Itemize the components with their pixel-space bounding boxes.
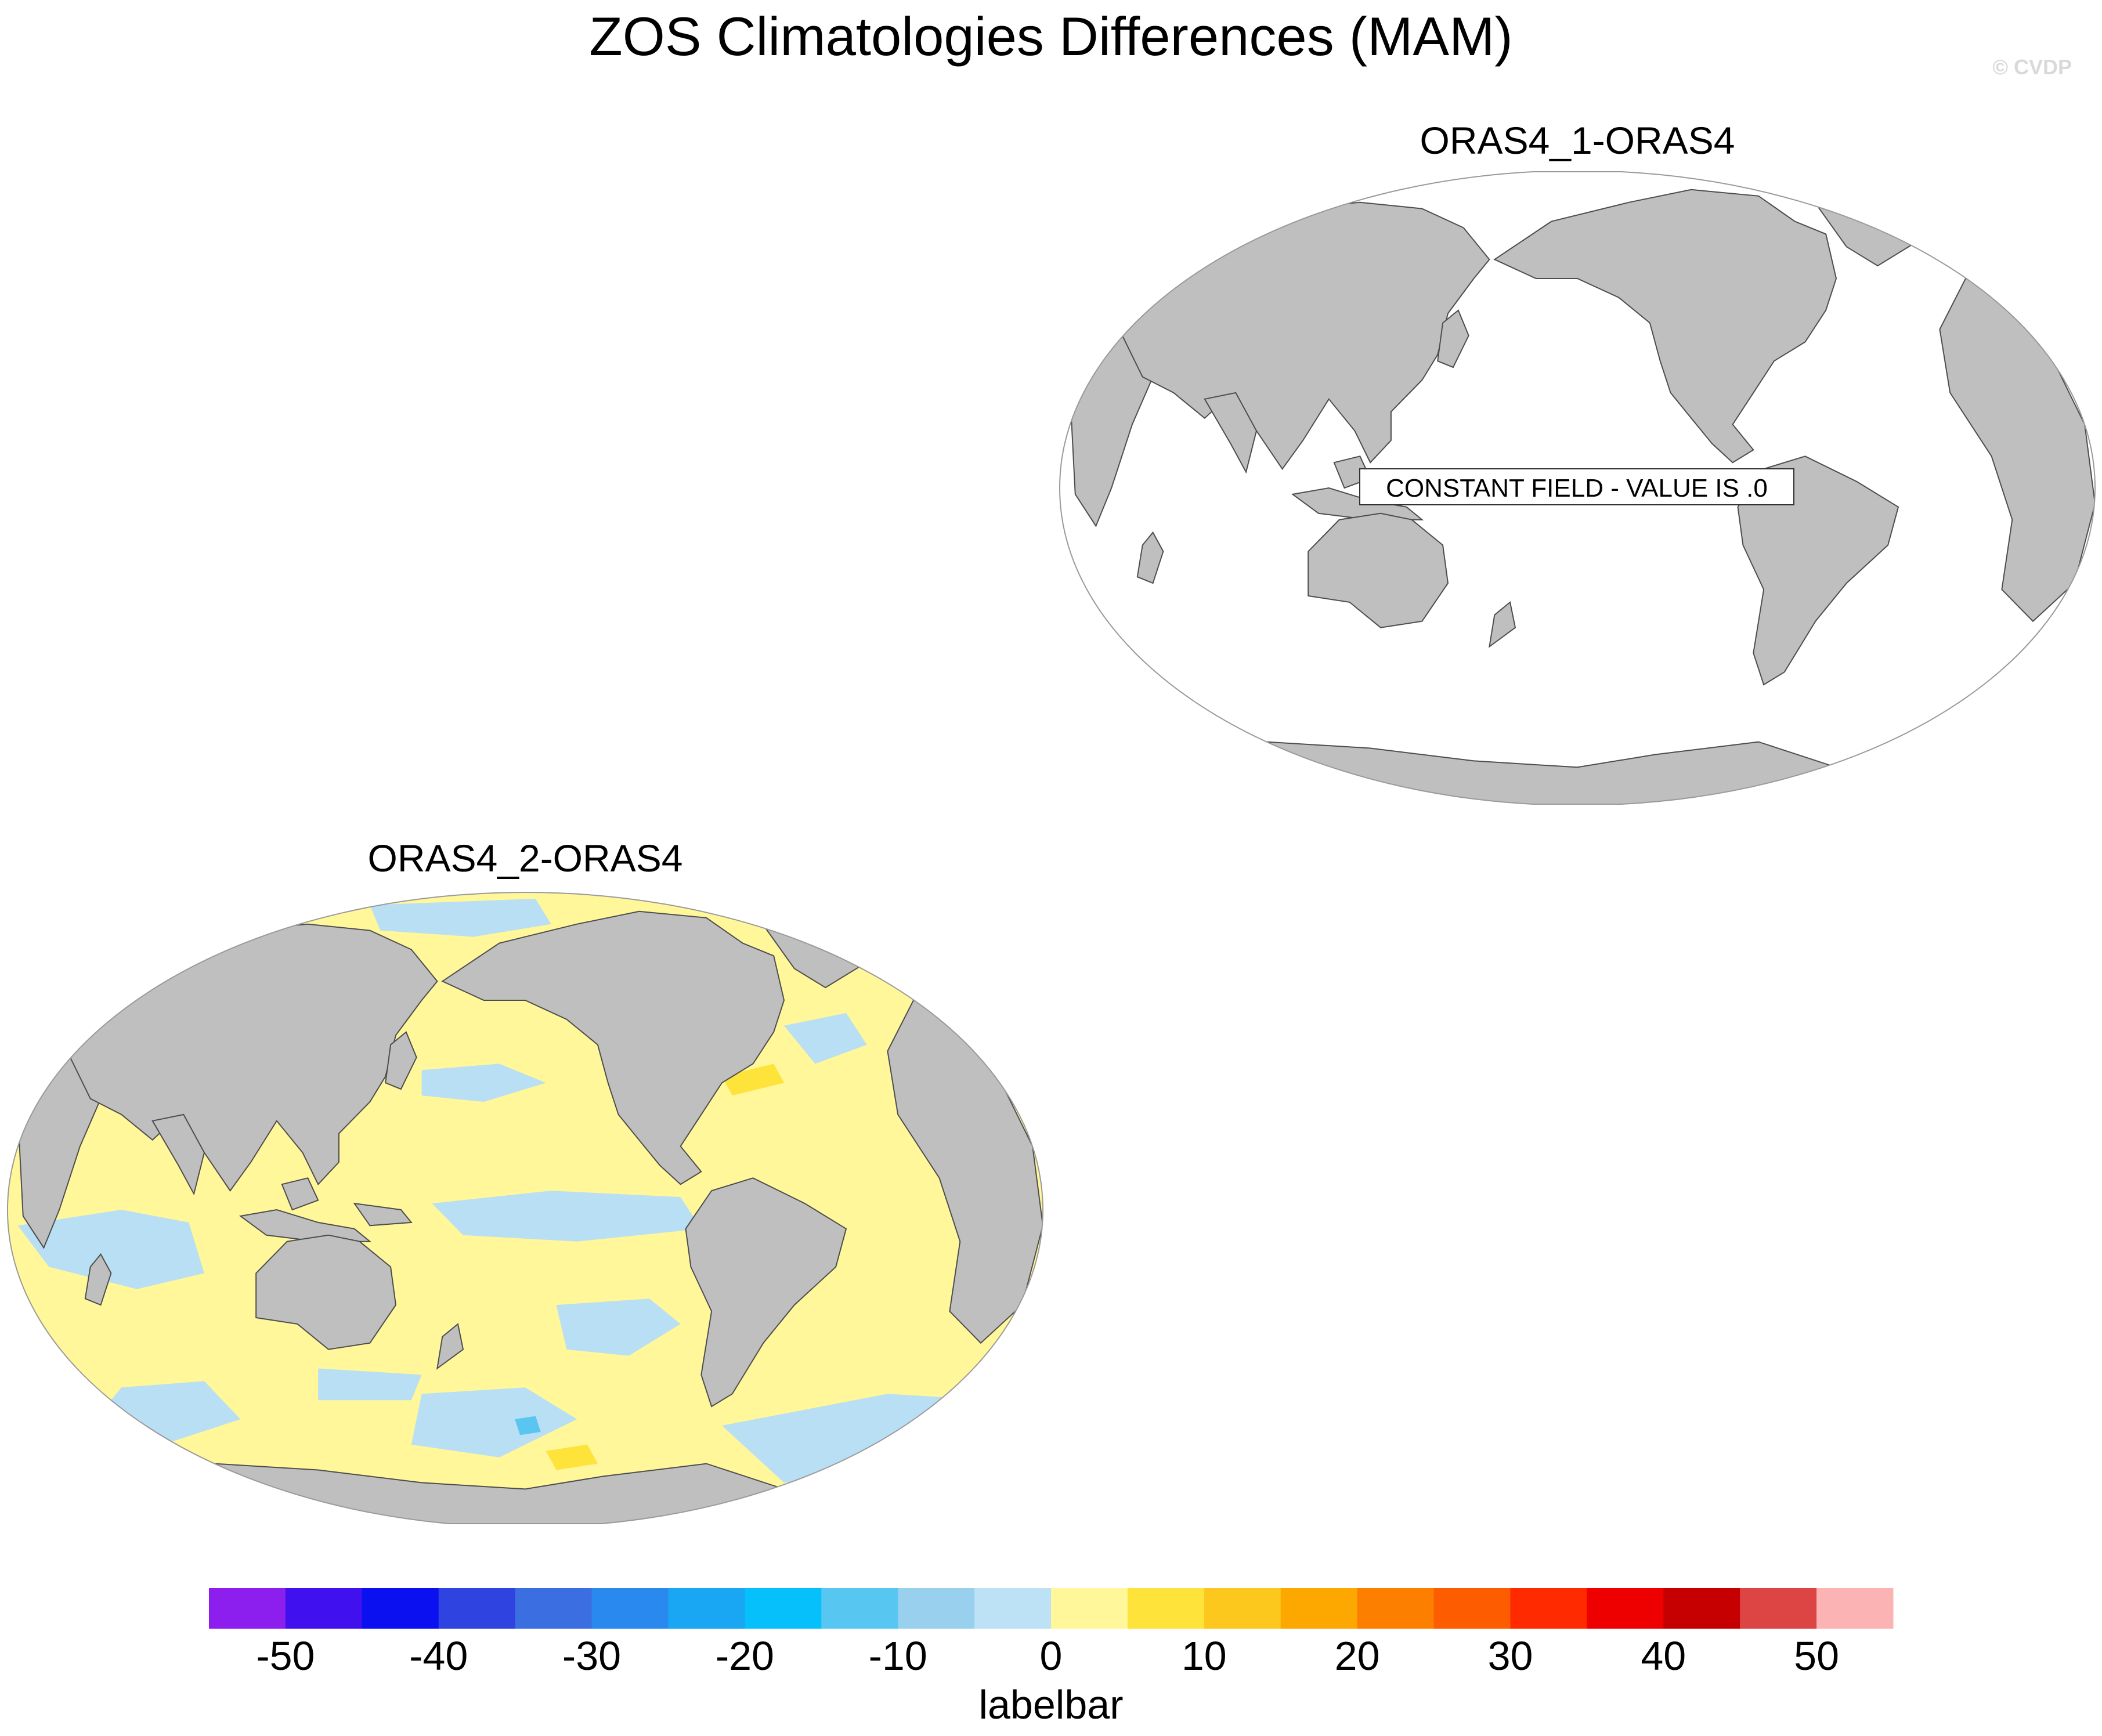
anomaly-negative-arctic bbox=[370, 898, 551, 937]
constant-field-label: CONSTANT FIELD - VALUE IS .0 bbox=[1386, 474, 1768, 502]
colorbar-box bbox=[745, 1588, 822, 1629]
land-south-america bbox=[1737, 455, 1899, 686]
colorbar-tick-label: 40 bbox=[1641, 1633, 1686, 1679]
land-indonesia bbox=[1291, 487, 1424, 520]
colorbar-tick-label: 0 bbox=[1040, 1633, 1063, 1679]
land-india bbox=[151, 1113, 205, 1196]
anomaly-strong-negative-south-pacific bbox=[515, 1416, 541, 1435]
map-panel-oras4-1: ORAS4_1-ORAS4 CONSTANT FIELD - VALUE IS … bbox=[1059, 119, 2096, 805]
map-boundary bbox=[7, 891, 1043, 1524]
colorbar-tick-labels: -50 -40 -30 -20 -10 0 10 20 30 40 50 bbox=[256, 1633, 1839, 1679]
figure-title: ZOS Climatologies Differences (MAM) bbox=[589, 6, 1512, 67]
anomaly-negative-south-pacific bbox=[556, 1299, 681, 1356]
cvdp-watermark: © CVDP bbox=[1992, 55, 2072, 79]
colorbar-box bbox=[1433, 1588, 1511, 1629]
land-australia bbox=[255, 1234, 397, 1350]
anomaly-negative-pacific-rim bbox=[318, 1368, 422, 1401]
colorbar-boxes bbox=[209, 1588, 1894, 1629]
anomaly-strong-positive-southern-ocean bbox=[546, 1444, 598, 1470]
panel-subtitle: ORAS4_2-ORAS4 bbox=[368, 837, 683, 880]
colorbar: -50 -40 -30 -20 -10 0 10 20 30 40 50 labelbar bbox=[209, 1588, 1894, 1727]
land-new-zealand bbox=[1489, 601, 1516, 648]
constant-field-box: CONSTANT FIELD - VALUE IS .0 bbox=[1359, 468, 1794, 505]
colorbar-box bbox=[1204, 1588, 1281, 1629]
land-borneo bbox=[281, 1177, 319, 1211]
anomaly-negative-indian-ocean bbox=[17, 1210, 205, 1289]
anomaly-negative-north-pacific bbox=[421, 1064, 546, 1102]
land-new-zealand bbox=[436, 1323, 464, 1370]
colorbar-tick-label: -20 bbox=[716, 1633, 774, 1679]
land-north-america bbox=[1493, 189, 1837, 464]
colorbar-box bbox=[821, 1588, 898, 1629]
colorbar-box bbox=[1816, 1588, 1894, 1629]
colorbar-box bbox=[1510, 1588, 1587, 1629]
colorbar-box bbox=[515, 1588, 593, 1629]
colorbar-tick-label: 50 bbox=[1794, 1633, 1839, 1679]
land-south-america bbox=[685, 1177, 847, 1408]
anomaly-negative-equatorial-pacific bbox=[432, 1191, 702, 1242]
colorbar-tick-label: 10 bbox=[1182, 1633, 1227, 1679]
map-boundary bbox=[1059, 171, 2096, 805]
colorbar-box bbox=[1587, 1588, 1664, 1629]
colorbar-box bbox=[285, 1588, 363, 1629]
colorbar-box bbox=[974, 1588, 1052, 1629]
land-new-guinea bbox=[353, 1202, 413, 1227]
anomaly-strong-positive-gulf-stream bbox=[722, 1064, 784, 1096]
land-australia bbox=[1308, 512, 1449, 628]
map-panel-oras4-2: ORAS4_2-ORAS4 bbox=[7, 837, 1043, 1524]
colorbar-box bbox=[1740, 1588, 1817, 1629]
panel-subtitle: ORAS4_1-ORAS4 bbox=[1420, 119, 1735, 162]
colorbar-tick-label: -30 bbox=[562, 1633, 621, 1679]
land-africa-madagascar bbox=[84, 1253, 112, 1306]
continents bbox=[17, 904, 1043, 1524]
land-japan bbox=[385, 1031, 417, 1090]
colorbar-tick-label: 30 bbox=[1488, 1633, 1533, 1679]
land-japan bbox=[1437, 309, 1469, 368]
anomaly-negative-southern-ocean-central bbox=[411, 1387, 577, 1457]
colorbar-box bbox=[668, 1588, 745, 1629]
colorbar-box bbox=[438, 1588, 516, 1629]
colorbar-box bbox=[1051, 1588, 1128, 1629]
colorbar-box bbox=[1280, 1588, 1358, 1629]
anomaly-negative-north-atlantic bbox=[784, 1012, 867, 1064]
colorbar-box bbox=[1663, 1588, 1740, 1629]
land-north-america bbox=[441, 910, 785, 1185]
land-africa-madagascar bbox=[1136, 531, 1164, 584]
colorbar-box bbox=[591, 1588, 669, 1629]
map-area bbox=[8, 892, 1043, 1524]
colorbar-tick-label: 20 bbox=[1335, 1633, 1380, 1679]
colorbar-tick-label: -40 bbox=[409, 1633, 468, 1679]
colorbar-tick-label: -10 bbox=[869, 1633, 927, 1679]
land-indonesia bbox=[239, 1209, 372, 1242]
colorbar-box bbox=[898, 1588, 975, 1629]
colorbar-box bbox=[362, 1588, 439, 1629]
colorbar-tick-label: -50 bbox=[256, 1633, 315, 1679]
colorbar-box bbox=[209, 1588, 286, 1629]
colorbar-box bbox=[1127, 1588, 1205, 1629]
colorbar-box bbox=[1357, 1588, 1435, 1629]
land-india bbox=[1204, 392, 1258, 474]
colorbar-title: labelbar bbox=[978, 1682, 1123, 1727]
